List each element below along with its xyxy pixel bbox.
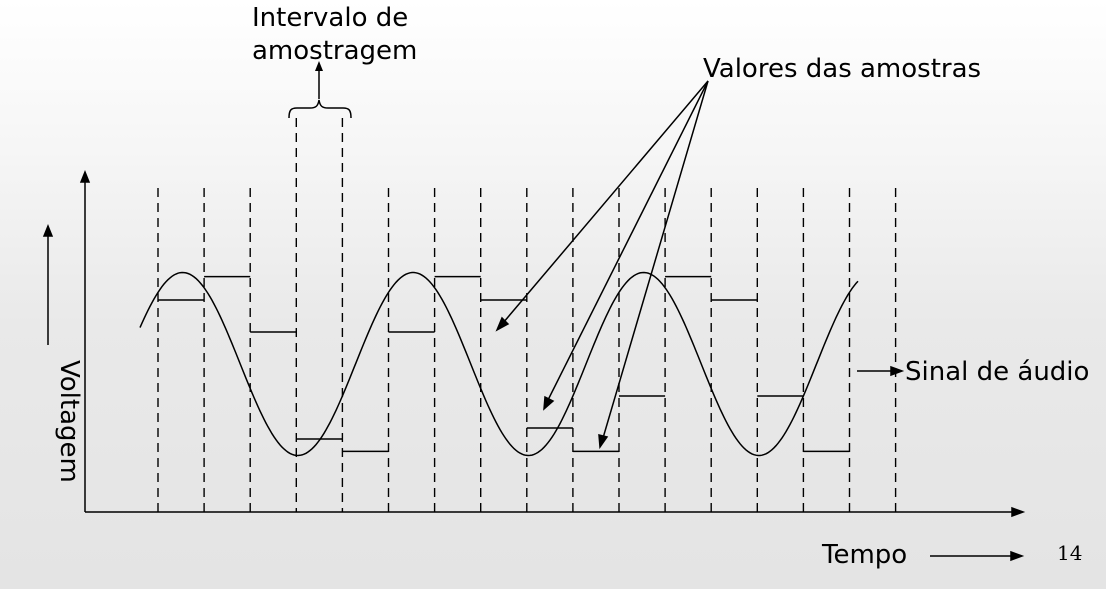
voltage-axis-label: Voltagem [54,360,84,483]
bracket-pointer-arrowhead [315,61,323,71]
value-arrow-3-head [598,434,609,450]
sampling-interval-label-line2: amostragem [252,36,418,66]
time-axis-label: Tempo [822,540,908,570]
sampling-lines [157,118,897,512]
sampling-interval-label: Intervalo de amostragem [252,2,417,68]
sample-steps [158,275,850,453]
value-arrow-3 [602,80,709,439]
audio-signal-curve [139,271,859,457]
value-arrow-1-head [495,316,510,332]
value-arrow-2-head [543,395,555,411]
audio-signal-label: Sinal de áudio [905,357,1090,387]
axes [42,169,1026,562]
value-arrow-2 [547,80,709,401]
sample-values-label: Valores das amostras [703,54,982,84]
x-axis-arrowhead [1011,506,1026,518]
sampling-interval-label-line1: Intervalo de [252,3,409,33]
signal-pointer [857,365,905,377]
value-arrow-1 [502,80,709,324]
voltage-arrowhead [42,223,54,237]
time-arrowhead [1010,550,1025,562]
y-axis-arrowhead [79,169,91,183]
bracket-brace [288,99,352,119]
sample-value-arrows [495,80,709,450]
signal-pointer-arrowhead [890,365,905,377]
interval-bracket [288,61,352,119]
page-number: 14 [1057,541,1083,565]
